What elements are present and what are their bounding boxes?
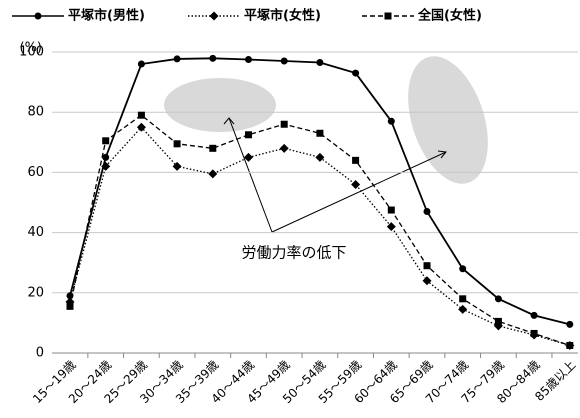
highlight-ellipse bbox=[164, 78, 276, 132]
legend-marker bbox=[34, 12, 42, 20]
highlight-ellipse bbox=[408, 56, 488, 184]
annotation-arrows bbox=[223, 117, 447, 233]
legend-label: 平塚市(男性) bbox=[68, 8, 145, 24]
point bbox=[245, 131, 252, 139]
legend-item: 平塚市(女性) bbox=[188, 8, 321, 24]
point bbox=[387, 206, 395, 214]
point bbox=[102, 153, 110, 161]
legend-label: 平塚市(女性) bbox=[244, 8, 321, 24]
legend-marker bbox=[209, 11, 219, 21]
point bbox=[244, 152, 253, 162]
point bbox=[422, 276, 432, 286]
point bbox=[315, 152, 325, 162]
point bbox=[316, 129, 324, 137]
point bbox=[280, 120, 288, 128]
point bbox=[386, 222, 396, 232]
y-tick-label: 80 bbox=[27, 105, 44, 120]
y-tick-label: 0 bbox=[36, 346, 44, 361]
point bbox=[172, 161, 182, 171]
point bbox=[209, 54, 217, 62]
point bbox=[137, 111, 145, 119]
series-line bbox=[69, 114, 571, 347]
y-tick-label: 100 bbox=[19, 45, 44, 60]
annotation: 労働力率の低下 bbox=[241, 244, 346, 262]
point bbox=[494, 295, 502, 303]
point bbox=[459, 265, 467, 273]
point bbox=[566, 341, 574, 349]
point bbox=[387, 117, 395, 125]
series bbox=[65, 122, 575, 350]
point bbox=[423, 208, 431, 216]
series bbox=[66, 54, 574, 328]
point bbox=[208, 169, 218, 179]
point bbox=[566, 320, 574, 328]
point bbox=[423, 262, 431, 270]
series-line bbox=[69, 57, 571, 326]
y-tick-label: 20 bbox=[27, 285, 44, 300]
point bbox=[316, 59, 324, 67]
point bbox=[279, 143, 289, 153]
legend-label: 全国(女性) bbox=[417, 8, 482, 24]
y-tick-label: 40 bbox=[27, 225, 44, 240]
point bbox=[352, 156, 360, 164]
series bbox=[66, 111, 574, 349]
point bbox=[173, 140, 181, 148]
point bbox=[280, 57, 288, 65]
point bbox=[351, 179, 361, 189]
point bbox=[459, 295, 467, 303]
point bbox=[458, 304, 468, 314]
point bbox=[530, 311, 538, 319]
point bbox=[137, 60, 145, 68]
y-tick-label: 60 bbox=[27, 165, 44, 180]
y-axis-label: (%) bbox=[20, 41, 43, 56]
point bbox=[245, 56, 252, 64]
point bbox=[209, 144, 217, 152]
point bbox=[101, 161, 111, 171]
legend-item: 平塚市(男性) bbox=[12, 8, 145, 24]
series-line bbox=[69, 126, 570, 347]
legend-item: 全国(女性) bbox=[362, 8, 482, 24]
point bbox=[494, 317, 502, 325]
point bbox=[173, 55, 181, 63]
point bbox=[352, 69, 360, 77]
legend-marker bbox=[384, 12, 392, 20]
point bbox=[66, 302, 74, 310]
point bbox=[136, 122, 146, 132]
point bbox=[530, 329, 538, 337]
point bbox=[102, 137, 110, 145]
